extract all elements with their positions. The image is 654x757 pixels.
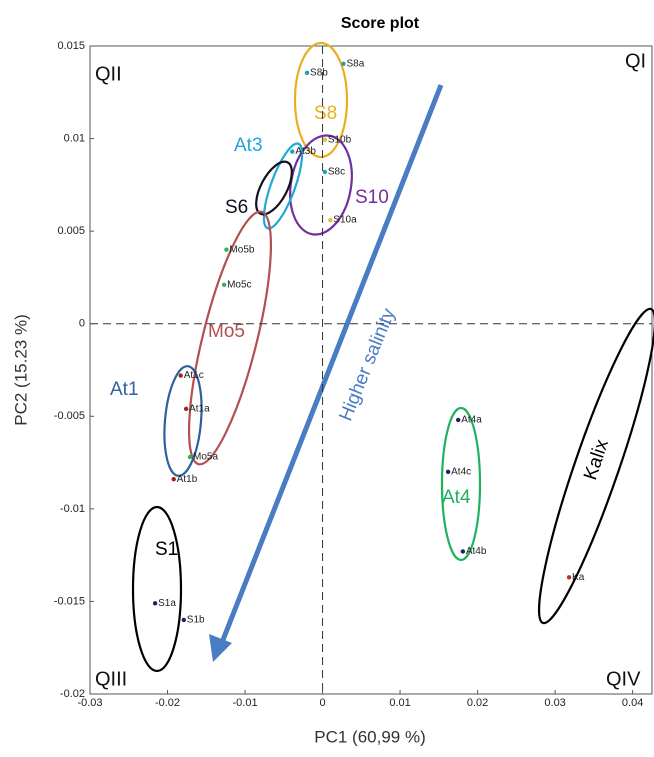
group-label: At3 xyxy=(234,135,263,156)
x-axis-label: PC1 (60,99 %) xyxy=(314,727,426,746)
point-label: At4b xyxy=(466,546,487,557)
point-label: S10a xyxy=(333,215,357,226)
x-tick-label: 0 xyxy=(319,697,325,709)
x-tick-label: -0.02 xyxy=(155,697,180,709)
point xyxy=(183,406,189,412)
point-label: S1b xyxy=(187,615,205,626)
point-label: Mo5a xyxy=(193,452,218,463)
point xyxy=(322,169,328,175)
point-label: S10b xyxy=(328,134,352,145)
quadrant-label: QI xyxy=(625,50,646,72)
point-label: S8c xyxy=(328,167,345,178)
point xyxy=(181,617,186,623)
group-ellipse xyxy=(293,41,349,159)
point xyxy=(460,549,466,554)
group-label: At1 xyxy=(110,379,139,400)
x-tick-label: -0.01 xyxy=(232,697,257,709)
y-tick-label: 0 xyxy=(79,318,85,330)
group-ellipse xyxy=(440,406,482,562)
point xyxy=(341,61,346,66)
salinity-arrow xyxy=(218,84,444,646)
quadrant-label: QII xyxy=(95,63,122,85)
quadrant-label: QIV xyxy=(606,668,641,690)
point xyxy=(171,477,176,482)
x-tick-label: 0.01 xyxy=(389,697,410,709)
point-label: Ka xyxy=(572,572,585,583)
y-tick-label: -0.01 xyxy=(60,503,85,515)
group-ellipse xyxy=(163,365,203,477)
point-label: Mo5b xyxy=(229,244,254,255)
point-label: S8b xyxy=(310,67,328,78)
group-label: Mo5 xyxy=(208,321,245,342)
point xyxy=(445,469,451,475)
point-label: At3b xyxy=(295,146,316,157)
group-ellipse xyxy=(255,160,293,216)
group-ellipse xyxy=(537,307,654,625)
y-tick-label: -0.005 xyxy=(54,410,85,422)
group-ellipse xyxy=(262,142,304,230)
point-label: S8a xyxy=(346,58,364,69)
point-label: At1a xyxy=(189,404,210,415)
group-label: S1 xyxy=(155,539,178,560)
point xyxy=(290,149,295,154)
y-tick-label: 0.005 xyxy=(57,225,85,237)
group-label: S6 xyxy=(225,197,248,218)
group-ellipse xyxy=(187,210,273,466)
point xyxy=(304,70,310,76)
point xyxy=(152,601,158,606)
x-tick-label: 0.04 xyxy=(622,697,643,709)
y-tick-label: 0.01 xyxy=(64,132,85,144)
point xyxy=(328,217,333,223)
point xyxy=(566,575,572,580)
y-tick-label: 0.015 xyxy=(57,40,85,52)
group-label: Kalix xyxy=(580,437,613,483)
point xyxy=(224,247,229,252)
point xyxy=(456,417,461,423)
group-label: At4 xyxy=(442,487,471,508)
group-ellipse xyxy=(131,505,183,673)
y-tick-label: -0.02 xyxy=(60,688,85,700)
point xyxy=(322,137,328,142)
group-label: S10 xyxy=(355,187,389,208)
y-tick-label: -0.015 xyxy=(54,595,85,607)
x-tick-label: 0.02 xyxy=(467,697,488,709)
point-label: At1c xyxy=(184,370,204,381)
chart-title: Score plot xyxy=(341,15,420,32)
x-tick-label: -0.03 xyxy=(77,697,102,709)
arrow-head xyxy=(209,634,232,662)
x-tick-label: 0.03 xyxy=(544,697,565,709)
group-label: S8 xyxy=(314,103,337,124)
point xyxy=(178,373,183,378)
y-axis-label: PC2 (15.23 %) xyxy=(11,314,30,426)
point-label: Mo5c xyxy=(227,279,251,290)
point-label: S1a xyxy=(158,598,176,609)
point-label: At1b xyxy=(177,474,198,485)
point xyxy=(187,454,193,460)
plot-frame xyxy=(89,45,653,695)
point xyxy=(221,282,227,288)
point-label: At4c xyxy=(451,466,471,477)
point-label: At4a xyxy=(461,415,482,426)
quadrant-label: QIII xyxy=(95,668,127,690)
